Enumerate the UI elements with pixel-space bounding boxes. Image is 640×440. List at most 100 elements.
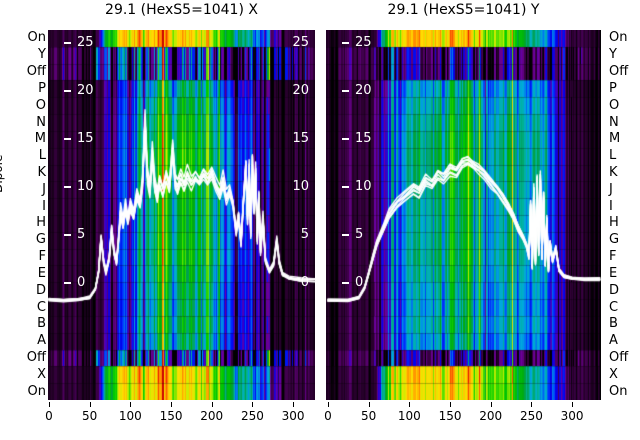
tick-value: 0 bbox=[355, 275, 364, 290]
row-label-left-d-15: D bbox=[35, 282, 46, 298]
row-label-left-x-20: X bbox=[37, 366, 46, 382]
row-label-left-o-4: O bbox=[35, 97, 46, 113]
x-tick-label-100: 100 bbox=[397, 409, 421, 423]
row-label-right-g-12: G bbox=[609, 232, 620, 248]
row-label-right-off-2: Off bbox=[609, 64, 629, 80]
inner-y-tick-label: 10 bbox=[342, 179, 372, 195]
x-tick-label-250: 250 bbox=[519, 409, 543, 423]
row-label-right-i-10: I bbox=[609, 198, 613, 214]
x-tick-mark bbox=[171, 402, 173, 407]
row-label-right-m-6: M bbox=[609, 131, 621, 147]
row-label-left-j-9: J bbox=[42, 181, 46, 197]
row-label-left-off-19: Off bbox=[26, 349, 46, 365]
tick-dash bbox=[64, 281, 71, 284]
tick-dash bbox=[64, 233, 71, 236]
row-label-right-b-17: B bbox=[609, 316, 618, 332]
heatmap-panel-x: 25 25 20 20 15 15 10 10 5 5 0 0 bbox=[48, 30, 315, 400]
x-tick-label-0: 0 bbox=[324, 409, 332, 423]
x-tick-mark bbox=[409, 402, 411, 407]
tick-value: 15 bbox=[355, 131, 372, 146]
x-tick-mark bbox=[531, 402, 533, 407]
row-label-right-c-16: C bbox=[609, 299, 619, 315]
inner-y-tick-label-right: 5 bbox=[300, 227, 309, 242]
tick-dash bbox=[342, 281, 349, 284]
tick-dash bbox=[342, 137, 349, 140]
row-label-left-on-0: On bbox=[27, 30, 46, 46]
x-tick-mark bbox=[572, 402, 574, 407]
tick-dash bbox=[64, 41, 71, 44]
x-tick-mark bbox=[450, 402, 452, 407]
row-label-right-e-14: E bbox=[609, 265, 618, 281]
x-tick-mark bbox=[293, 402, 295, 407]
row-label-left-b-17: B bbox=[37, 316, 46, 332]
x-tick-label-200: 200 bbox=[200, 409, 224, 423]
x-tick-mark bbox=[252, 402, 254, 407]
inner-y-tick-label: 15 bbox=[342, 131, 372, 147]
x-tick-mark bbox=[328, 402, 329, 407]
inner-y-tick-label: 10 bbox=[64, 179, 94, 195]
row-label-right-on-21: On bbox=[609, 383, 628, 399]
row-label-left-l-7: L bbox=[38, 148, 46, 164]
row-label-left-k-8: K bbox=[37, 164, 46, 180]
row-label-right-on-0: On bbox=[609, 30, 628, 46]
row-label-right-y-1: Y bbox=[609, 47, 617, 63]
inner-y-tick-label-right: 0 bbox=[300, 275, 309, 290]
tick-dash bbox=[64, 185, 71, 188]
tick-value: 5 bbox=[355, 227, 364, 242]
x-tick-mark bbox=[368, 402, 370, 407]
row-label-left-e-14: E bbox=[37, 265, 46, 281]
row-label-left-p-3: P bbox=[38, 80, 46, 96]
row-label-left-off-2: Off bbox=[26, 64, 46, 80]
inner-y-tick-label: 25 bbox=[64, 35, 94, 51]
row-label-right-x-20: X bbox=[609, 366, 618, 382]
x-tick-mark bbox=[490, 402, 492, 407]
row-label-right-off-19: Off bbox=[609, 349, 629, 365]
x-tick-mark bbox=[89, 402, 91, 407]
inner-y-tick-label: 15 bbox=[64, 131, 94, 147]
row-label-right-p-3: P bbox=[609, 80, 617, 96]
inner-y-tick-label: 0 bbox=[64, 275, 85, 291]
x-tick-label-150: 150 bbox=[159, 409, 183, 423]
inner-y-tick-label: 5 bbox=[342, 227, 363, 243]
row-label-left-n-5: N bbox=[36, 114, 46, 130]
row-label-left-on-21: On bbox=[27, 383, 46, 399]
x-tick-label-150: 150 bbox=[438, 409, 462, 423]
x-tick-label-300: 300 bbox=[281, 409, 305, 423]
x-tick-label-250: 250 bbox=[240, 409, 264, 423]
row-label-left-i-10: I bbox=[42, 198, 46, 214]
row-label-right-a-18: A bbox=[609, 333, 618, 349]
row-label-left-h-11: H bbox=[36, 215, 46, 231]
tick-value: 10 bbox=[355, 179, 372, 194]
inner-y-tick-label-right: 20 bbox=[292, 83, 309, 98]
inner-y-tick-label: 5 bbox=[64, 227, 85, 243]
x-tick-mark bbox=[49, 402, 50, 407]
x-tick-label-200: 200 bbox=[479, 409, 503, 423]
heatmap-x-canvas bbox=[48, 30, 315, 400]
row-label-left-y-1: Y bbox=[38, 47, 46, 63]
tick-dash bbox=[342, 89, 349, 92]
row-label-right-l-7: L bbox=[609, 148, 617, 164]
row-label-right-k-8: K bbox=[609, 164, 618, 180]
inner-y-tick-label-right: 15 bbox=[292, 131, 309, 146]
row-label-right-d-15: D bbox=[609, 282, 620, 298]
row-label-right-n-5: N bbox=[609, 114, 619, 130]
x-tick-label-300: 300 bbox=[560, 409, 584, 423]
heatmap-y-canvas bbox=[326, 30, 601, 400]
tick-value: 25 bbox=[355, 35, 372, 50]
x-tick-mark bbox=[130, 402, 132, 407]
x-tick-label-100: 100 bbox=[118, 409, 142, 423]
inner-y-tick-label: 25 bbox=[342, 35, 372, 51]
tick-value: 5 bbox=[77, 227, 86, 242]
tick-value: 20 bbox=[77, 83, 94, 98]
tick-dash bbox=[342, 233, 349, 236]
inner-y-tick-label: 20 bbox=[342, 83, 372, 99]
tick-value: 15 bbox=[77, 131, 94, 146]
tick-dash bbox=[64, 137, 71, 140]
row-label-left-a-18: A bbox=[37, 333, 46, 349]
tick-dash bbox=[342, 185, 349, 188]
tick-dash bbox=[342, 41, 349, 44]
heatmap-panel-y: 25 20 15 10 5 0 bbox=[326, 30, 601, 400]
x-tick-label-50: 50 bbox=[361, 409, 377, 423]
row-label-left-g-12: G bbox=[35, 232, 46, 248]
